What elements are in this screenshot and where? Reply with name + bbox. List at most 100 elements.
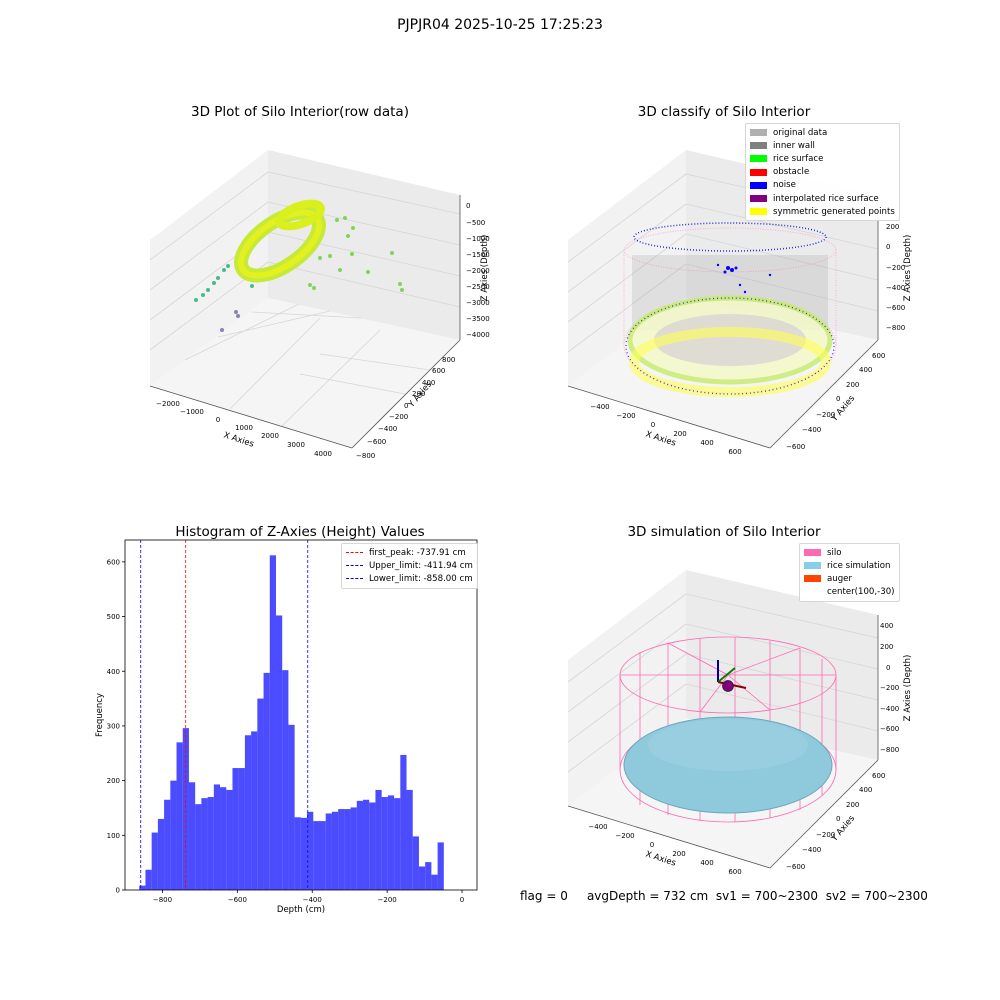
- histogram-title: Histogram of Z-Axies (Height) Values: [175, 524, 425, 540]
- histogram-bar: [244, 735, 252, 890]
- histogram-bar: [182, 728, 189, 890]
- histogram-bar: [145, 869, 152, 890]
- tick-label: 2000: [261, 432, 279, 440]
- legend-entry: noise: [750, 179, 895, 192]
- histogram-bar: [344, 809, 351, 890]
- tick-label: −400: [590, 403, 609, 411]
- legend-label: center(100,-30): [827, 587, 895, 598]
- tick-label: −400: [802, 846, 821, 854]
- simulation-z-axis-label: Z Axies (Depth): [903, 655, 913, 722]
- histogram-bar: [394, 798, 401, 890]
- histogram-bar: [257, 698, 264, 890]
- legend-label: Upper_limit: -411.94 cm: [369, 560, 473, 571]
- y-tick-label: 0: [116, 887, 120, 895]
- legend-swatch: [750, 142, 767, 150]
- legend-swatch: [346, 565, 363, 567]
- legend-entry: rice surface: [750, 152, 895, 165]
- tick-label: 200: [673, 430, 686, 438]
- tick-label: −600: [367, 438, 386, 446]
- histogram-bar: [319, 821, 326, 890]
- legend-label: rice surface: [773, 153, 824, 164]
- histogram-legend: first_peak: -737.91 cm Upper_limit: -411.…: [341, 543, 478, 589]
- tick-label: 600: [728, 868, 741, 876]
- raw-x-axis-label: X Axies: [222, 430, 255, 449]
- legend-swatch: [346, 552, 363, 554]
- legend-label: auger: [827, 573, 852, 584]
- y-tick-label: 400: [107, 668, 120, 676]
- legend-label: silo: [827, 547, 842, 558]
- tick-label: 200: [846, 381, 859, 389]
- histogram-bar: [307, 811, 314, 890]
- tick-label: −600: [786, 443, 805, 451]
- histogram-bar: [350, 807, 357, 890]
- histogram-bar: [369, 802, 376, 890]
- tick-label: −200: [816, 411, 835, 419]
- histogram-y-axis-label: Frequency: [95, 693, 105, 737]
- legend-label: original data: [773, 127, 828, 138]
- tick-label: −400: [588, 823, 607, 831]
- histogram-bar: [375, 789, 382, 890]
- tick-label: 400: [700, 439, 713, 447]
- legend-swatch: [750, 181, 767, 189]
- legend-label: inner wall: [773, 140, 815, 151]
- tick-label: −200: [816, 831, 835, 839]
- histogram-bar: [232, 768, 239, 890]
- legend-swatch: [804, 575, 821, 583]
- tick-label: 0: [650, 841, 654, 849]
- histogram-bar: [151, 832, 158, 890]
- tick-label: 0: [886, 243, 890, 251]
- histogram-bar: [164, 799, 171, 890]
- histogram-x-axis-label: Depth (cm): [277, 905, 325, 915]
- tick-label: 0: [886, 664, 890, 672]
- classify-left-pane: [568, 150, 686, 386]
- raw-back-pane: [268, 150, 460, 340]
- legend-swatch: [804, 562, 821, 570]
- tick-label: 200: [880, 643, 893, 651]
- classify-y-axis-label: Y Axies: [829, 393, 857, 424]
- tick-label: −200: [615, 832, 634, 840]
- legend-label: symmetric generated points: [773, 206, 895, 217]
- tick-label: 0: [466, 202, 470, 210]
- legend-entry: symmetric generated points: [750, 205, 895, 218]
- tick-label: 3000: [287, 441, 305, 449]
- legend-swatch: [750, 129, 767, 137]
- raw-floor-pane: [150, 298, 460, 448]
- tick-label: 0: [836, 815, 840, 823]
- histogram-bar: [356, 800, 364, 890]
- legend-swatch: [804, 589, 821, 596]
- raw-x-tick-labels: −2000 −1000 0 1000 2000 3000 4000: [156, 400, 332, 458]
- histogram-bar: [387, 795, 395, 890]
- tick-label: 0: [651, 421, 655, 429]
- legend-entry: rice simulation: [804, 559, 895, 572]
- classify-plot-title: 3D classify of Silo Interior: [637, 104, 811, 120]
- tick-label: −4000: [466, 331, 490, 339]
- tick-label: −500: [466, 219, 485, 227]
- raw-z-tick-labels: 0 −500 −1000 −1500 −2000 −2500 −3000 −35…: [466, 202, 490, 339]
- legend-entry: auger: [804, 572, 895, 585]
- simulation-plot-title: 3D simulation of Silo Interior: [627, 524, 821, 540]
- simulation-3d-axes: −400 −200 0 200 400 600 −600 −400 −200 0…: [567, 570, 913, 876]
- figure-title: PJPJR04 2025-10-25 17:25:23: [397, 17, 603, 33]
- tick-label: −2000: [156, 400, 180, 408]
- legend-swatch: [750, 208, 767, 216]
- avg-depth-text: avgDepth = 732 cm: [586, 889, 709, 903]
- classify-noise-cluster: [716, 263, 772, 294]
- x-tick-label: −800: [153, 896, 172, 904]
- histogram-bar: [201, 798, 208, 890]
- histogram-bar: [300, 817, 308, 890]
- legend-entry: silo: [804, 546, 895, 559]
- tick-label: 1000: [235, 424, 253, 432]
- simulation-y-axis-label: Y Axies: [829, 813, 857, 844]
- tick-label: −1500: [466, 251, 490, 259]
- raw-3d-axes: −2000 −1000 0 1000 2000 3000 4000 −800 −…: [149, 150, 490, 460]
- x-tick-label: −600: [228, 896, 247, 904]
- tick-label: 600: [872, 352, 885, 360]
- tick-label: −600: [786, 863, 805, 871]
- histogram-bar: [400, 754, 407, 890]
- tick-label: 0: [836, 395, 840, 403]
- tick-label: 200: [672, 850, 685, 858]
- tick-label: 600: [728, 448, 741, 456]
- y-tick-label: 300: [107, 722, 120, 730]
- histogram-bar: [437, 842, 444, 890]
- histogram-bar: [363, 799, 370, 890]
